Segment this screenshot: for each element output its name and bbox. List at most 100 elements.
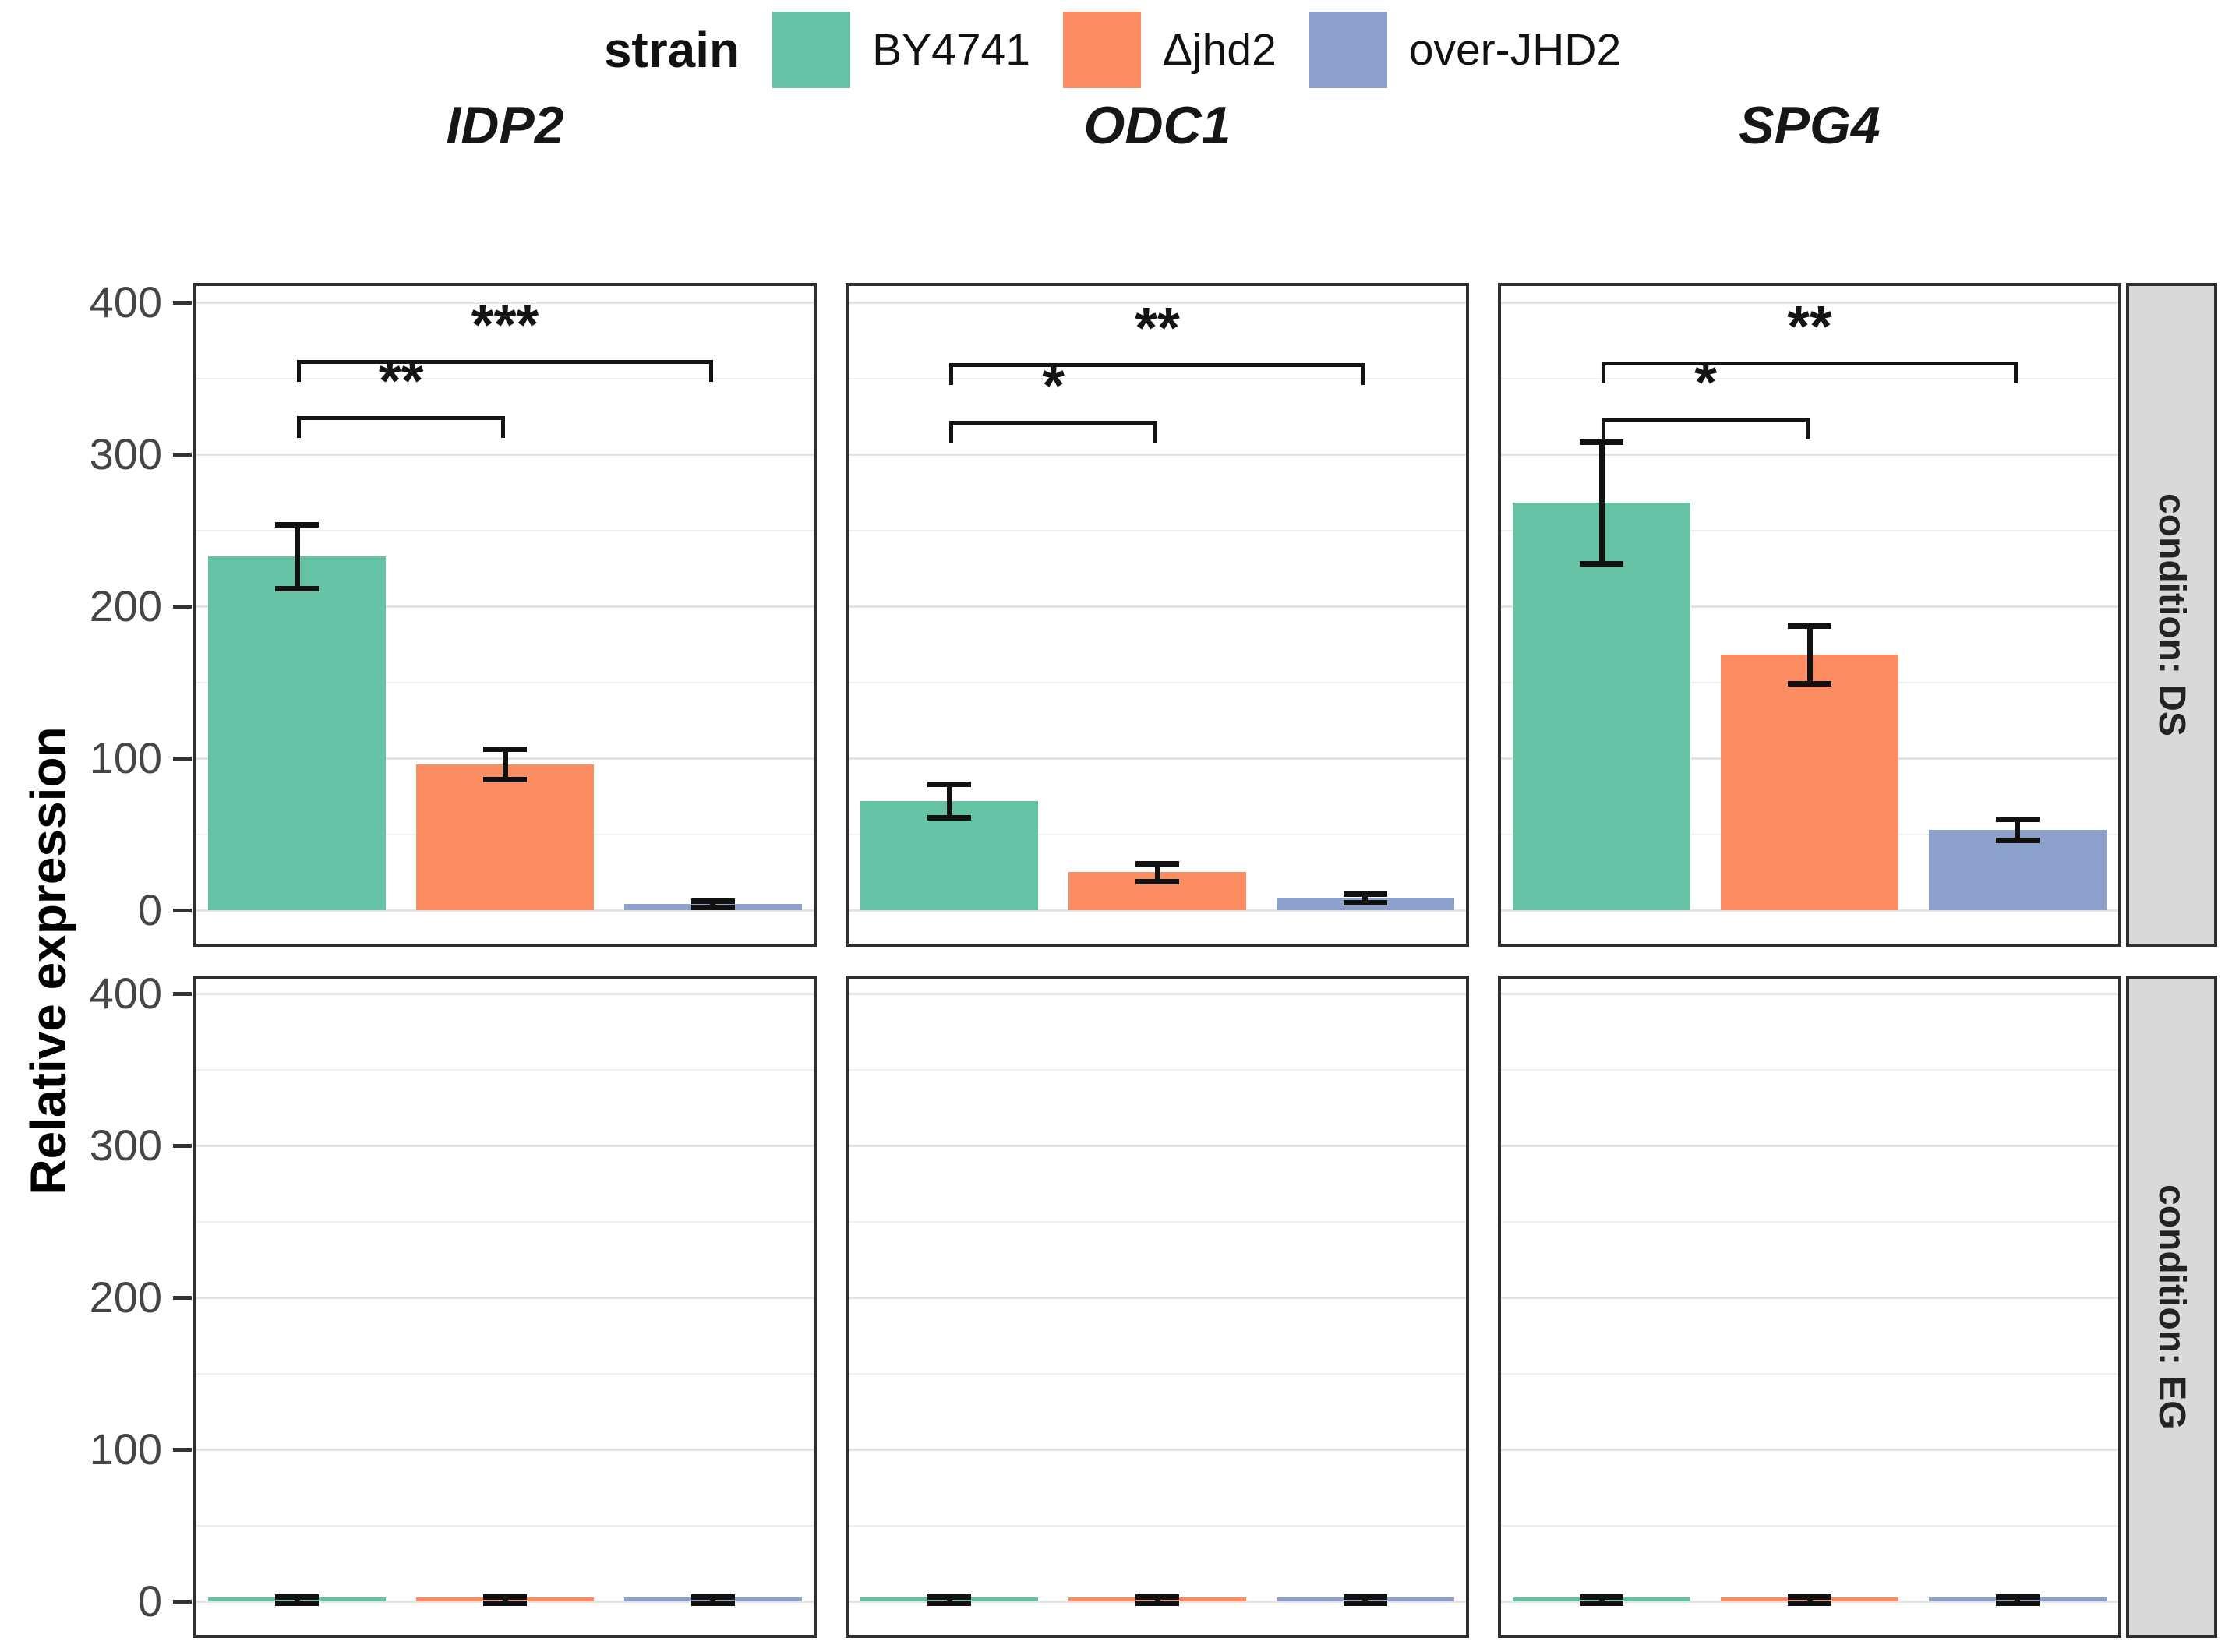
error-bar-cap-bottom [483,777,527,783]
legend-swatch-by4741-icon [772,12,851,88]
panel-spg4-eg [1498,976,2121,1638]
error-bar-cap-top [690,898,735,905]
gridline-major [193,605,817,608]
legend-item-by4741: BY4741 [772,12,1030,88]
error-bar-line [1598,442,1605,564]
significance-bracket [949,421,1157,425]
gridline-minor [846,1524,1469,1527]
error-bar-cap-top [1343,1594,1387,1601]
significance-bracket-end [949,363,954,385]
significance-bracket [1602,418,1810,422]
legend-title: strain [603,22,740,78]
legend-label-by4741: BY4741 [872,25,1030,75]
gridline-minor [846,833,1469,835]
y-tick-mark [173,1296,192,1300]
error-bar-cap-top [1580,439,1624,446]
error-bar-line [294,524,300,588]
error-bar-cap-bottom [1995,1600,2040,1606]
y-tick-mark [173,605,192,609]
y-tick-mark [173,1144,192,1148]
error-bar-line [1362,893,1369,903]
panel-title-odc1: ODC1 [1083,96,1231,155]
error-bar-cap-bottom [1788,1600,1831,1606]
significance-bracket-end [708,360,713,383]
error-bar-cap-bottom [1135,1600,1179,1606]
legend-item-over-jhd2: over-JHD2 [1309,12,1621,88]
gridline-minor [193,1524,817,1527]
error-bar-cap-top [927,1594,972,1601]
error-bar-line [946,784,952,818]
significance-bracket [297,416,505,421]
gridline-major [1498,1297,2121,1299]
error-bar-line [1806,626,1813,684]
gridline-major [193,454,817,456]
error-bar-cap-bottom [275,1600,320,1606]
significance-bracket-end [1361,363,1365,385]
error-bar-cap-top [690,1594,735,1601]
y-tick-mark [173,757,192,761]
gridline-major [193,993,817,995]
gridline-minor [193,1220,817,1223]
significance-bracket [949,363,1365,367]
bar-by4741 [1513,503,1691,910]
y-tick-label: 0 [137,1576,162,1626]
gridline-minor [193,1068,817,1071]
gridline-minor [193,377,817,379]
gridline-minor [1498,1524,2121,1527]
gridline-major [846,757,1469,760]
error-bar-cap-bottom [927,815,972,821]
gridline-major [1498,302,2121,304]
significance-label: ** [1787,294,1832,359]
panel-odc1-eg [846,976,1469,1638]
gridline-minor [846,1220,1469,1223]
y-tick-label: 100 [89,733,162,782]
gridline-minor [846,1068,1469,1071]
gridline-minor [1498,1372,2121,1375]
y-tick-label: 100 [89,1424,162,1474]
significance-bracket-end [1153,421,1157,443]
gridline-minor [1498,1068,2121,1071]
bar-by4741 [208,556,387,910]
significance-bracket [1602,362,2018,366]
gridline-major [193,909,817,912]
legend-label-over-jhd2: over-JHD2 [1408,25,1622,75]
y-tick-label: 300 [89,429,162,478]
error-bar-line [502,749,508,780]
significance-label: ** [1135,295,1180,360]
significance-bracket-end [1602,362,1606,384]
error-bar-cap-bottom [690,905,735,911]
gridline-major [1498,1145,2121,1147]
error-bar-cap-top [483,1594,527,1601]
significance-bracket-end [1602,418,1606,440]
legend-label-jhd2-deletion: Δjhd2 [1162,25,1277,75]
gridline-major [846,909,1469,912]
gridline-major [193,1449,817,1451]
gridline-major [846,454,1469,456]
y-tick-mark [173,992,192,996]
panel-odc1-ds: * ** [846,283,1469,947]
gridline-minor [846,1372,1469,1375]
gridline-major [846,1297,1469,1299]
significance-bracket-end [297,416,302,439]
error-bar-cap-bottom [1343,1600,1387,1606]
gridline-minor [846,681,1469,683]
gridline-minor [846,377,1469,379]
error-bar-cap-bottom [1580,1600,1624,1606]
error-bar-cap-top [483,747,527,753]
significance-bracket-end [1806,418,1810,440]
y-tick-label: 0 [137,885,162,934]
facet-strip-condition-eg-label: condition: EG [2151,1184,2192,1430]
error-bar-cap-top [1580,1594,1624,1601]
gridline-major [1498,605,2121,608]
error-bar-cap-bottom [1343,900,1387,906]
error-bar-cap-bottom [1580,561,1624,567]
error-bar-cap-top [1788,623,1831,630]
panel-spg4-ds: * ** [1498,283,2121,947]
error-bar-cap-top [1788,1594,1831,1601]
significance-bracket-end [2013,362,2018,384]
gridline-major [193,1297,817,1299]
error-bar-cap-bottom [1788,681,1831,687]
error-bar-cap-bottom [1995,838,2040,844]
error-bar-line [2015,819,2021,841]
error-bar-cap-bottom [1135,878,1179,884]
